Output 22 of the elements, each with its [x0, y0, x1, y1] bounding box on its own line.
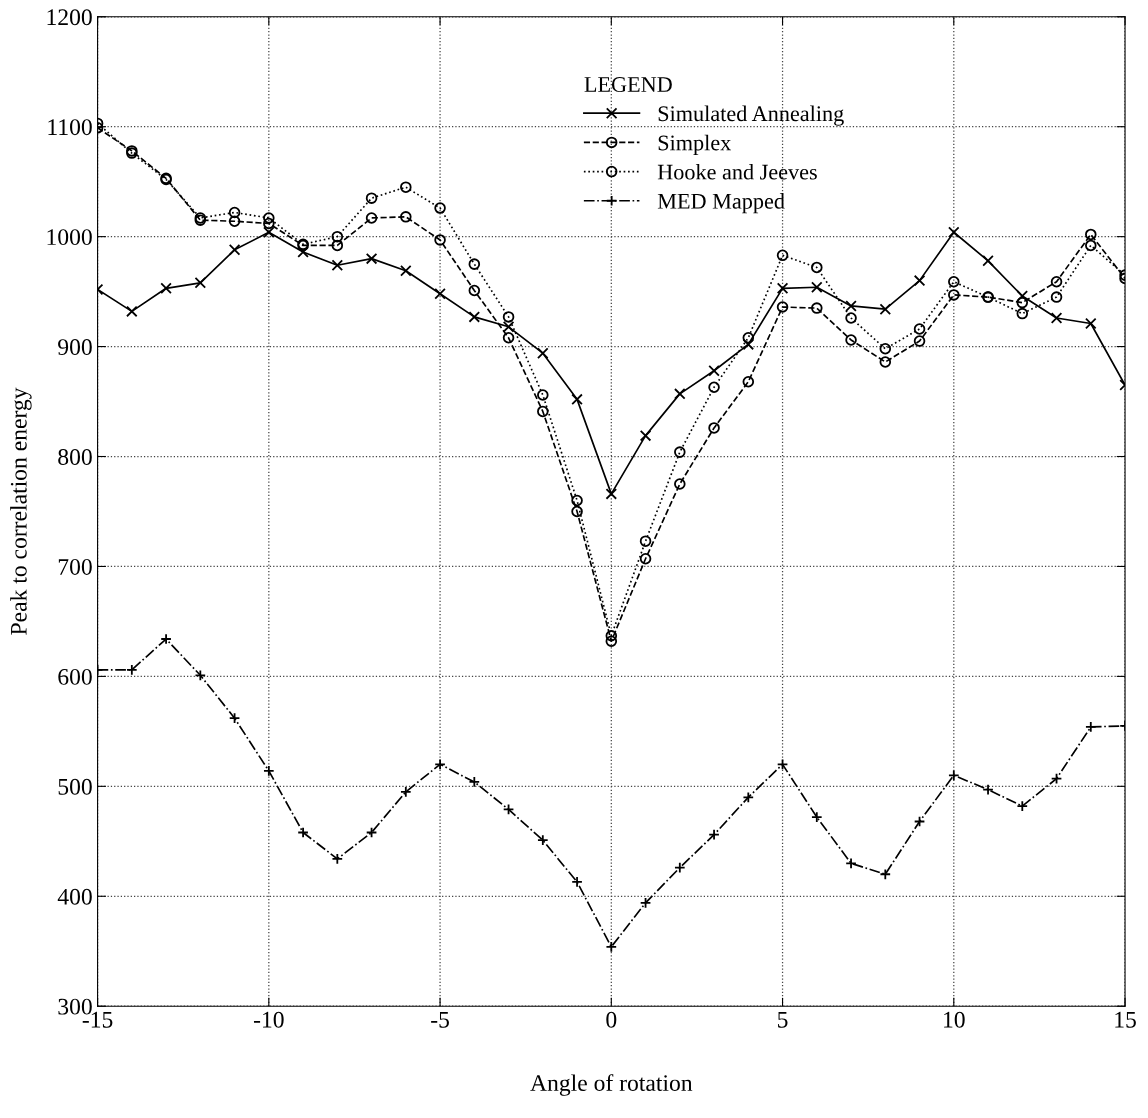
x-tick-label: 15: [1115, 1011, 1136, 1028]
legend-label: Simulated Annealing: [658, 105, 844, 126]
y-tick-label: 900: [58, 339, 92, 355]
x-tick-label: 5: [778, 1011, 788, 1028]
y-tick-label: 600: [58, 668, 92, 685]
y-axis-title: Peak to correlation energy: [10, 387, 32, 635]
x-tick-label: 0: [606, 1011, 617, 1028]
legend-label: Hooke and Jeeves: [657, 163, 817, 180]
y-tick-label: 500: [58, 778, 92, 795]
x-axis-title: Angle of rotation: [530, 1074, 693, 1096]
y-tick-label: 800: [58, 449, 92, 465]
y-tick-label: 400: [57, 888, 92, 905]
x-tick-label: -10: [253, 1011, 284, 1028]
legend-label: Simplex: [658, 134, 732, 155]
legend-label: MED Mapped: [657, 193, 785, 214]
legend-title: LEGEND: [584, 77, 672, 92]
x-tick-label: -5: [431, 1011, 449, 1028]
y-tick-label: 1100: [48, 119, 92, 136]
x-tick-label: 10: [944, 1011, 965, 1028]
y-tick-label: 700: [58, 558, 92, 575]
y-tick-label: 1000: [47, 229, 92, 246]
y-tick-label: 1200: [47, 9, 92, 26]
